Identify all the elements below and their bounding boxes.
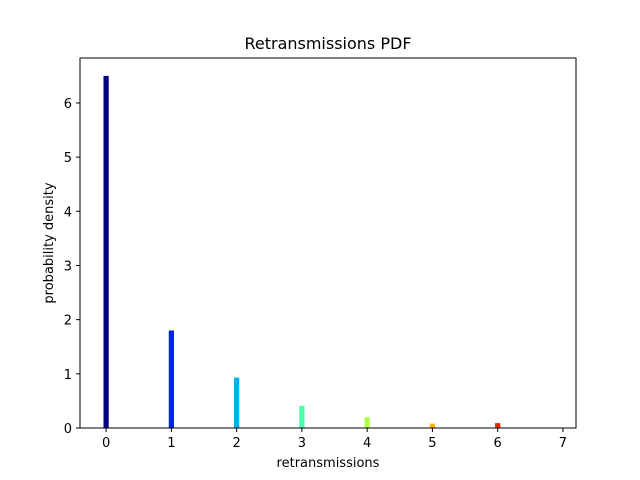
bars-layer xyxy=(103,75,501,428)
x-tick-label: 6 xyxy=(494,436,502,451)
bar-5 xyxy=(429,423,436,428)
bar-1 xyxy=(168,330,174,428)
y-axis-label: probability density xyxy=(42,182,57,303)
y-axis-ticks: 0 1 2 3 4 5 6 xyxy=(64,97,80,437)
x-tick-label: 5 xyxy=(428,436,436,451)
bar-0 xyxy=(103,75,109,428)
x-tick-label: 2 xyxy=(232,436,240,451)
y-tick-label: 3 xyxy=(64,259,72,274)
x-tick-label: 3 xyxy=(298,436,306,451)
bar-3 xyxy=(299,405,305,428)
chart-title: Retransmissions PDF xyxy=(244,34,411,53)
x-tick-label: 0 xyxy=(102,436,110,451)
bar-4 xyxy=(364,417,370,428)
x-axis-label: retransmissions xyxy=(277,456,380,471)
x-tick-label: 4 xyxy=(363,436,371,451)
plot-frame xyxy=(79,57,577,429)
y-tick-label: 0 xyxy=(64,422,72,437)
y-tick-label: 2 xyxy=(64,314,72,329)
bar-6 xyxy=(495,423,501,428)
y-tick-label: 5 xyxy=(64,151,72,166)
bar-2 xyxy=(234,377,240,428)
y-tick-label: 6 xyxy=(64,97,72,112)
x-tick-label: 1 xyxy=(167,436,175,451)
y-tick-label: 1 xyxy=(64,368,72,383)
y-tick-label: 4 xyxy=(64,205,72,220)
x-tick-label: 7 xyxy=(559,436,567,451)
x-axis-ticks: 0 1 2 3 4 5 6 7 xyxy=(102,428,567,451)
